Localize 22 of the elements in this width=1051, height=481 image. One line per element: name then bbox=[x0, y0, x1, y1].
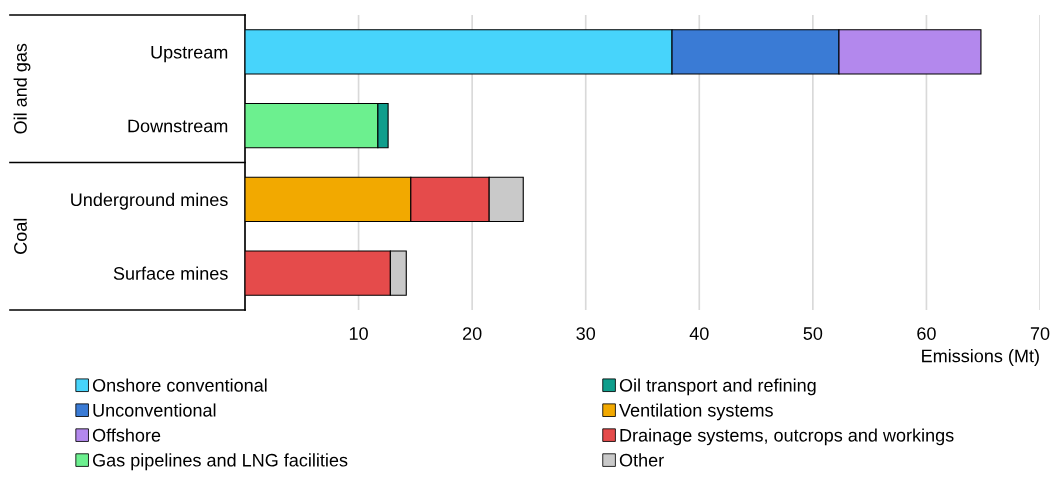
x-tick-label: 30 bbox=[576, 327, 596, 340]
text: Oil and gas bbox=[13, 43, 31, 134]
y-tick-label: Underground mines bbox=[71, 192, 228, 210]
legend-label: Other bbox=[619, 453, 664, 467]
legend-label: Ventilation systems bbox=[619, 403, 773, 421]
legend-label: Unconventional bbox=[93, 403, 216, 417]
legend-label: Offshore bbox=[92, 428, 161, 442]
x-tick-label: 10 bbox=[349, 327, 368, 340]
y-tick-label: Downstream bbox=[128, 119, 228, 133]
legend-label: Oil transport and refining bbox=[619, 378, 816, 396]
x-tick-label: 40 bbox=[689, 327, 709, 340]
x-axis-title: Emissions (Mt) bbox=[922, 349, 1039, 366]
x-tick-label: 20 bbox=[463, 327, 482, 340]
legend-label: Onshore conventional bbox=[92, 378, 267, 392]
text: Coal bbox=[13, 218, 27, 254]
legend-label: Drainage systems, outcrops and workings bbox=[620, 428, 954, 446]
legend-label: Gas pipelines and LNG facilities bbox=[92, 453, 348, 471]
x-tick-label: 50 bbox=[803, 327, 823, 340]
x-tick-label: 60 bbox=[917, 327, 936, 340]
y-tick-label: Upstream bbox=[151, 46, 228, 63]
x-tick-label: 70 bbox=[1030, 327, 1050, 340]
y-tick-label: Surface mines bbox=[113, 266, 228, 280]
